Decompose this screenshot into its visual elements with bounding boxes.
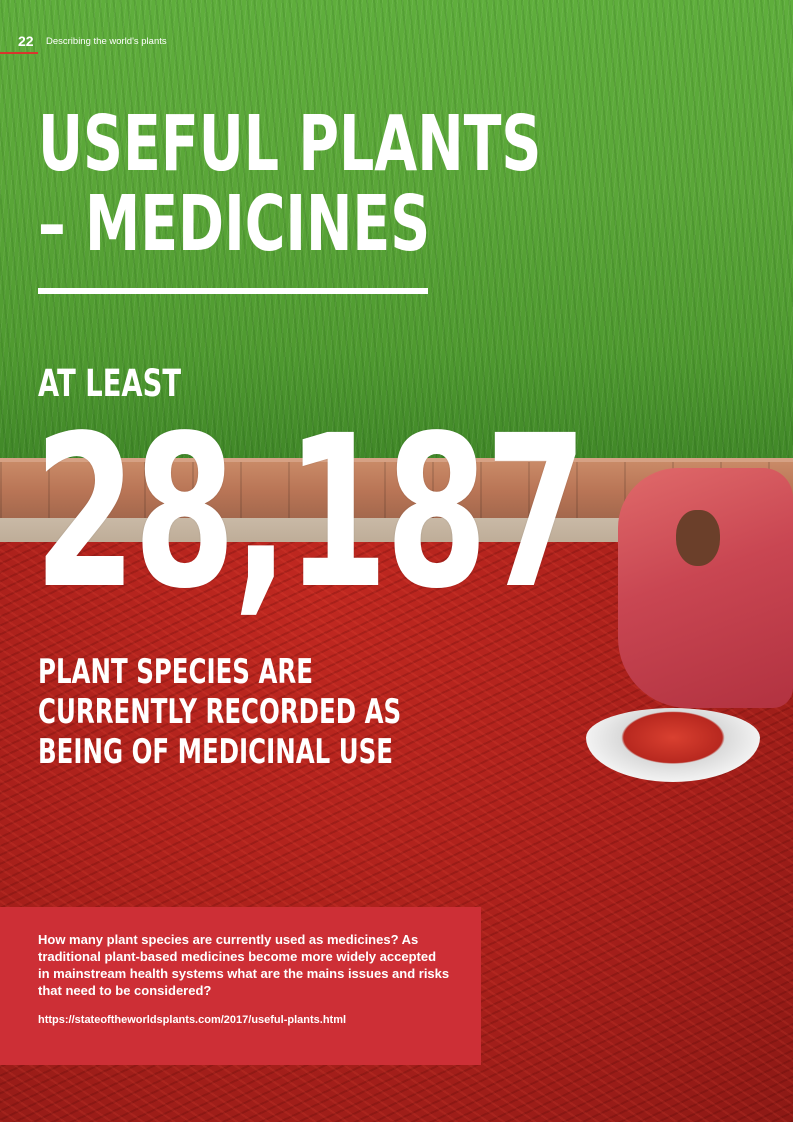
title-line-2: – MEDICINES [38,180,431,269]
rice-field [0,0,793,470]
pink-shawl [618,468,793,708]
title-line-1: USEFUL PLANTS [38,100,542,189]
woman-figure [618,468,793,708]
page-title: USEFUL PLANTS – MEDICINES [38,105,541,265]
page-number: 22 [18,33,34,49]
face [676,510,720,566]
title-underline [38,288,428,294]
stat-number: 28,187 [34,390,587,635]
info-box: How many plant species are currently use… [0,907,481,1065]
section-label: Describing the world's plants [46,36,167,47]
metal-bowl [586,708,760,782]
header-rule [0,52,38,54]
info-text: How many plant species are currently use… [38,932,450,998]
stat-prefix: AT LEAST [38,362,182,405]
info-link[interactable]: https://stateoftheworldsplants.com/2017/… [38,1014,347,1026]
stat-caption: PLANT SPECIES ARE CURRENTLY RECORDED AS … [38,652,402,772]
